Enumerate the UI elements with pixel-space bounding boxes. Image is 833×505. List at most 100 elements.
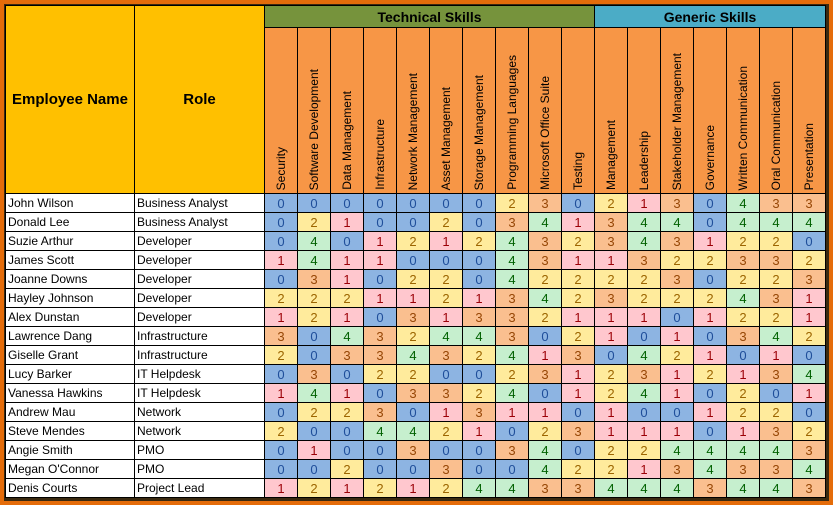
score-cell[interactable]: 4 [726,288,760,308]
role-cell[interactable]: Project Lead [134,478,265,498]
score-cell[interactable]: 1 [627,421,661,441]
score-cell[interactable]: 0 [759,383,793,403]
score-cell[interactable]: 0 [462,193,496,213]
score-cell[interactable]: 0 [363,193,397,213]
score-cell[interactable]: 4 [495,231,529,251]
score-cell[interactable]: 3 [396,383,430,403]
score-cell[interactable]: 4 [396,421,430,441]
score-cell[interactable]: 0 [726,345,760,365]
score-cell[interactable]: 2 [693,288,727,308]
score-cell[interactable]: 1 [264,307,298,327]
score-cell[interactable]: 0 [495,459,529,479]
score-cell[interactable]: 2 [297,288,331,308]
score-cell[interactable]: 2 [561,459,595,479]
score-cell[interactable]: 2 [264,288,298,308]
score-cell[interactable]: 1 [693,231,727,251]
score-cell[interactable]: 2 [660,288,694,308]
score-cell[interactable]: 2 [561,269,595,289]
score-cell[interactable]: 4 [693,459,727,479]
score-cell[interactable]: 4 [297,231,331,251]
score-cell[interactable]: 0 [693,326,727,346]
score-cell[interactable]: 3 [429,345,463,365]
score-cell[interactable]: 3 [495,288,529,308]
score-cell[interactable]: 2 [429,212,463,232]
employee-name-cell[interactable]: Vanessa Hawkins [5,383,135,403]
score-cell[interactable]: 0 [297,345,331,365]
skill-header[interactable]: Oral Communication [759,27,793,194]
score-cell[interactable]: 4 [594,478,628,498]
score-cell[interactable]: 3 [561,421,595,441]
score-cell[interactable]: 0 [462,212,496,232]
score-cell[interactable]: 2 [594,193,628,213]
role-cell[interactable]: PMO [134,440,265,460]
score-cell[interactable]: 2 [594,383,628,403]
score-cell[interactable]: 0 [297,193,331,213]
score-cell[interactable]: 4 [693,440,727,460]
score-cell[interactable]: 1 [726,364,760,384]
header-employee-name[interactable]: Employee Name [5,5,135,194]
employee-name-cell[interactable]: Angie Smith [5,440,135,460]
score-cell[interactable]: 1 [693,345,727,365]
score-cell[interactable]: 1 [561,250,595,270]
score-cell[interactable]: 0 [792,231,826,251]
score-cell[interactable]: 3 [363,326,397,346]
score-cell[interactable]: 1 [594,307,628,327]
score-cell[interactable]: 2 [726,402,760,422]
score-cell[interactable]: 0 [264,459,298,479]
score-cell[interactable]: 2 [693,364,727,384]
score-cell[interactable]: 0 [330,421,364,441]
role-cell[interactable]: Developer [134,231,265,251]
score-cell[interactable]: 2 [495,364,529,384]
score-cell[interactable]: 2 [528,269,562,289]
score-cell[interactable]: 2 [726,383,760,403]
score-cell[interactable]: 0 [264,440,298,460]
score-cell[interactable]: 1 [561,364,595,384]
score-cell[interactable]: 0 [429,193,463,213]
score-cell[interactable]: 0 [528,326,562,346]
employee-name-cell[interactable]: Steve Mendes [5,421,135,441]
score-cell[interactable]: 1 [627,193,661,213]
score-cell[interactable]: 3 [528,231,562,251]
score-cell[interactable]: 4 [495,478,529,498]
score-cell[interactable]: 0 [264,212,298,232]
score-cell[interactable]: 0 [363,440,397,460]
score-cell[interactable]: 0 [330,440,364,460]
score-cell[interactable]: 4 [297,250,331,270]
score-cell[interactable]: 0 [627,326,661,346]
score-cell[interactable]: 2 [627,288,661,308]
score-cell[interactable]: 4 [396,345,430,365]
role-cell[interactable]: Developer [134,288,265,308]
score-cell[interactable]: 1 [462,288,496,308]
score-cell[interactable]: 1 [528,402,562,422]
header-technical-skills[interactable]: Technical Skills [264,5,595,28]
score-cell[interactable]: 1 [330,478,364,498]
employee-name-cell[interactable]: John Wilson [5,193,135,213]
score-cell[interactable]: 3 [561,478,595,498]
score-cell[interactable]: 2 [264,345,298,365]
score-cell[interactable]: 3 [792,440,826,460]
score-cell[interactable]: 4 [627,478,661,498]
role-cell[interactable]: Network [134,421,265,441]
score-cell[interactable]: 0 [462,440,496,460]
score-cell[interactable]: 1 [264,383,298,403]
score-cell[interactable]: 0 [264,193,298,213]
score-cell[interactable]: 2 [792,250,826,270]
score-cell[interactable]: 3 [363,402,397,422]
skill-header[interactable]: Written Communication [726,27,760,194]
score-cell[interactable]: 3 [429,459,463,479]
score-cell[interactable]: 2 [759,231,793,251]
score-cell[interactable]: 0 [627,402,661,422]
score-cell[interactable]: 0 [561,402,595,422]
score-cell[interactable]: 1 [561,307,595,327]
score-cell[interactable]: 1 [264,478,298,498]
score-cell[interactable]: 0 [330,193,364,213]
score-cell[interactable]: 0 [297,326,331,346]
score-cell[interactable]: 2 [330,402,364,422]
skill-header[interactable]: Programming Languages [495,27,529,194]
score-cell[interactable]: 2 [297,402,331,422]
score-cell[interactable]: 4 [297,383,331,403]
score-cell[interactable]: 2 [396,326,430,346]
score-cell[interactable]: 0 [264,231,298,251]
score-cell[interactable]: 0 [396,193,430,213]
score-cell[interactable]: 2 [396,364,430,384]
